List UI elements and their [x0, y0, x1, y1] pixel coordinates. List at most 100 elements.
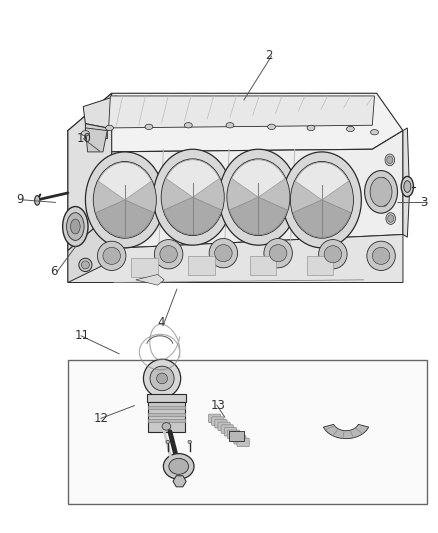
Bar: [148, 419, 185, 422]
Ellipse shape: [290, 161, 353, 238]
Ellipse shape: [35, 196, 40, 205]
Polygon shape: [85, 124, 107, 139]
Polygon shape: [68, 93, 403, 152]
Ellipse shape: [169, 458, 188, 474]
Wedge shape: [295, 163, 349, 200]
Ellipse shape: [160, 246, 177, 263]
Text: 2: 2: [265, 50, 272, 62]
Polygon shape: [136, 274, 164, 285]
Ellipse shape: [79, 258, 92, 272]
Ellipse shape: [404, 181, 411, 192]
Ellipse shape: [385, 154, 395, 166]
Ellipse shape: [71, 219, 80, 234]
Text: 11: 11: [74, 329, 89, 342]
Ellipse shape: [367, 241, 395, 271]
Ellipse shape: [219, 149, 298, 245]
Ellipse shape: [81, 131, 89, 136]
Bar: [131, 258, 158, 277]
Ellipse shape: [264, 239, 293, 268]
Bar: [250, 256, 276, 275]
Bar: [188, 256, 215, 275]
Ellipse shape: [150, 366, 174, 391]
Ellipse shape: [269, 245, 287, 262]
Ellipse shape: [145, 124, 153, 130]
Ellipse shape: [346, 126, 354, 132]
Polygon shape: [68, 235, 403, 282]
Ellipse shape: [307, 125, 315, 131]
Ellipse shape: [371, 130, 378, 135]
Ellipse shape: [386, 213, 396, 224]
Ellipse shape: [227, 159, 290, 236]
Ellipse shape: [161, 159, 224, 236]
Polygon shape: [83, 96, 129, 128]
Ellipse shape: [188, 440, 191, 443]
FancyBboxPatch shape: [218, 422, 230, 431]
Wedge shape: [164, 197, 222, 235]
Bar: [148, 413, 185, 416]
Ellipse shape: [387, 156, 393, 164]
Text: 13: 13: [210, 399, 225, 411]
Ellipse shape: [381, 199, 388, 206]
Wedge shape: [232, 160, 285, 197]
Ellipse shape: [268, 124, 276, 130]
Ellipse shape: [67, 213, 84, 240]
Ellipse shape: [209, 239, 237, 268]
FancyBboxPatch shape: [208, 414, 221, 423]
Ellipse shape: [283, 152, 361, 248]
Ellipse shape: [63, 207, 88, 247]
Ellipse shape: [318, 239, 347, 269]
Polygon shape: [229, 431, 244, 441]
Ellipse shape: [85, 152, 164, 248]
Ellipse shape: [154, 239, 183, 269]
Ellipse shape: [93, 161, 156, 238]
Ellipse shape: [324, 246, 342, 263]
Text: 4: 4: [158, 316, 165, 329]
Ellipse shape: [226, 123, 234, 128]
Ellipse shape: [157, 373, 167, 384]
Text: 10: 10: [77, 132, 92, 145]
Bar: [68, 360, 427, 504]
Polygon shape: [68, 213, 112, 282]
Ellipse shape: [380, 197, 389, 208]
Bar: [307, 256, 333, 275]
FancyBboxPatch shape: [234, 435, 246, 444]
Ellipse shape: [153, 149, 232, 245]
Ellipse shape: [163, 454, 194, 479]
Wedge shape: [230, 197, 287, 235]
FancyBboxPatch shape: [215, 419, 227, 428]
Ellipse shape: [97, 241, 126, 271]
FancyBboxPatch shape: [224, 427, 237, 436]
Wedge shape: [293, 200, 351, 237]
Ellipse shape: [401, 176, 413, 197]
FancyBboxPatch shape: [227, 430, 240, 439]
Polygon shape: [147, 394, 186, 402]
Ellipse shape: [81, 261, 89, 269]
Bar: [148, 406, 185, 409]
Polygon shape: [109, 96, 374, 128]
Polygon shape: [68, 93, 112, 251]
Text: 3: 3: [420, 196, 428, 209]
Ellipse shape: [364, 171, 398, 213]
FancyBboxPatch shape: [221, 425, 233, 433]
Ellipse shape: [162, 423, 171, 430]
Polygon shape: [323, 424, 369, 439]
FancyBboxPatch shape: [231, 433, 243, 441]
Ellipse shape: [380, 177, 386, 185]
Ellipse shape: [166, 440, 170, 443]
Ellipse shape: [103, 247, 120, 264]
Ellipse shape: [378, 175, 388, 187]
Polygon shape: [173, 476, 186, 487]
Ellipse shape: [184, 123, 192, 128]
Ellipse shape: [370, 177, 392, 207]
Ellipse shape: [215, 245, 232, 262]
Polygon shape: [403, 128, 410, 237]
FancyBboxPatch shape: [237, 438, 249, 447]
Polygon shape: [85, 128, 107, 152]
Ellipse shape: [106, 125, 113, 131]
Polygon shape: [68, 131, 403, 251]
Wedge shape: [98, 163, 152, 200]
FancyBboxPatch shape: [212, 417, 224, 425]
Text: 6: 6: [50, 265, 58, 278]
Text: 12: 12: [94, 412, 109, 425]
Wedge shape: [96, 200, 154, 237]
